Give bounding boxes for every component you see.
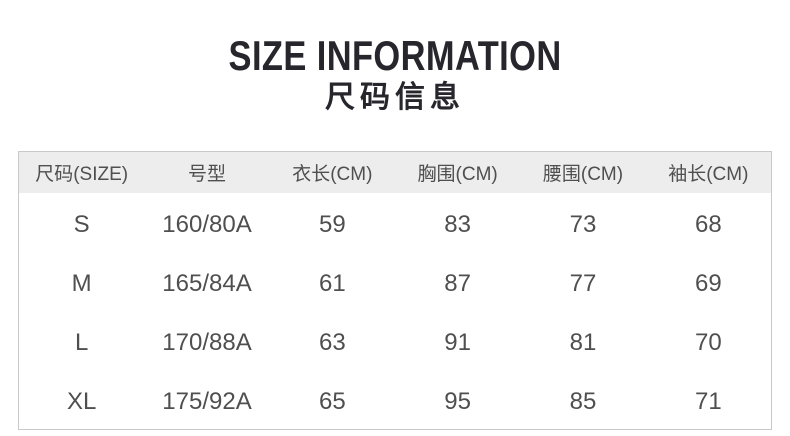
column-header-bust: 胸围(CM) <box>394 152 521 193</box>
cell-sleeve-length: 69 <box>694 270 722 297</box>
cell-size: L <box>74 329 89 356</box>
page-header: SIZE INFORMATION 尺码信息 <box>0 0 790 116</box>
cell-bust: 87 <box>444 270 471 297</box>
cell-bust: 91 <box>444 329 471 356</box>
table-row-s: S 160/80A 59 83 73 68 <box>19 193 771 252</box>
cell-size: M <box>71 270 92 297</box>
header-row: 尺码(SIZE) 号型 衣长(CM) 胸围(CM) 腰围(CM) 袖长(CM) <box>19 152 771 193</box>
cell-waist: 77 <box>569 270 597 297</box>
cell-waist: 85 <box>569 388 597 415</box>
size-table-header: 尺码(SIZE) 号型 衣长(CM) 胸围(CM) 腰围(CM) 袖长(CM) <box>19 152 771 193</box>
cell-garment-length: 59 <box>318 211 346 238</box>
cell-garment-length: 65 <box>318 388 346 415</box>
cell-sleeve-length: 68 <box>694 211 722 238</box>
cell-garment-length: 61 <box>318 270 346 297</box>
cell-model: 170/88A <box>162 329 252 356</box>
size-table: 尺码(SIZE) 号型 衣长(CM) 胸围(CM) 腰围(CM) 袖长(CM) … <box>18 151 772 430</box>
table-row-m: M 165/84A 61 87 77 69 <box>19 252 771 311</box>
cell-model: 175/92A <box>162 388 252 415</box>
cell-model: 160/80A <box>162 211 252 238</box>
cell-waist: 73 <box>569 211 597 238</box>
table-row-xl: XL 175/92A 65 95 85 71 <box>19 370 771 429</box>
cell-garment-length: 63 <box>318 329 346 356</box>
cell-waist: 81 <box>569 329 597 356</box>
cell-bust: 95 <box>444 388 471 415</box>
column-header-garment-length: 衣长(CM) <box>269 152 395 193</box>
cell-size: S <box>73 211 90 238</box>
table-row-l: L 170/88A 63 91 81 70 <box>19 311 771 370</box>
size-table-body: S 160/80A 59 83 73 68 M 165/84A 61 87 77… <box>19 193 771 429</box>
column-header-model: 号型 <box>144 152 270 193</box>
page-title: SIZE INFORMATION <box>228 32 562 79</box>
column-header-size: 尺码(SIZE) <box>19 152 145 193</box>
cell-sleeve-length: 70 <box>694 329 722 356</box>
cell-size: XL <box>66 388 97 415</box>
cell-sleeve-length: 71 <box>694 388 722 415</box>
page-subtitle: 尺码信息 <box>325 81 465 114</box>
column-header-sleeve-length: 袖长(CM) <box>645 152 771 193</box>
cell-bust: 83 <box>444 211 471 238</box>
cell-model: 165/84A <box>162 270 252 297</box>
column-header-waist: 腰围(CM) <box>520 152 646 193</box>
